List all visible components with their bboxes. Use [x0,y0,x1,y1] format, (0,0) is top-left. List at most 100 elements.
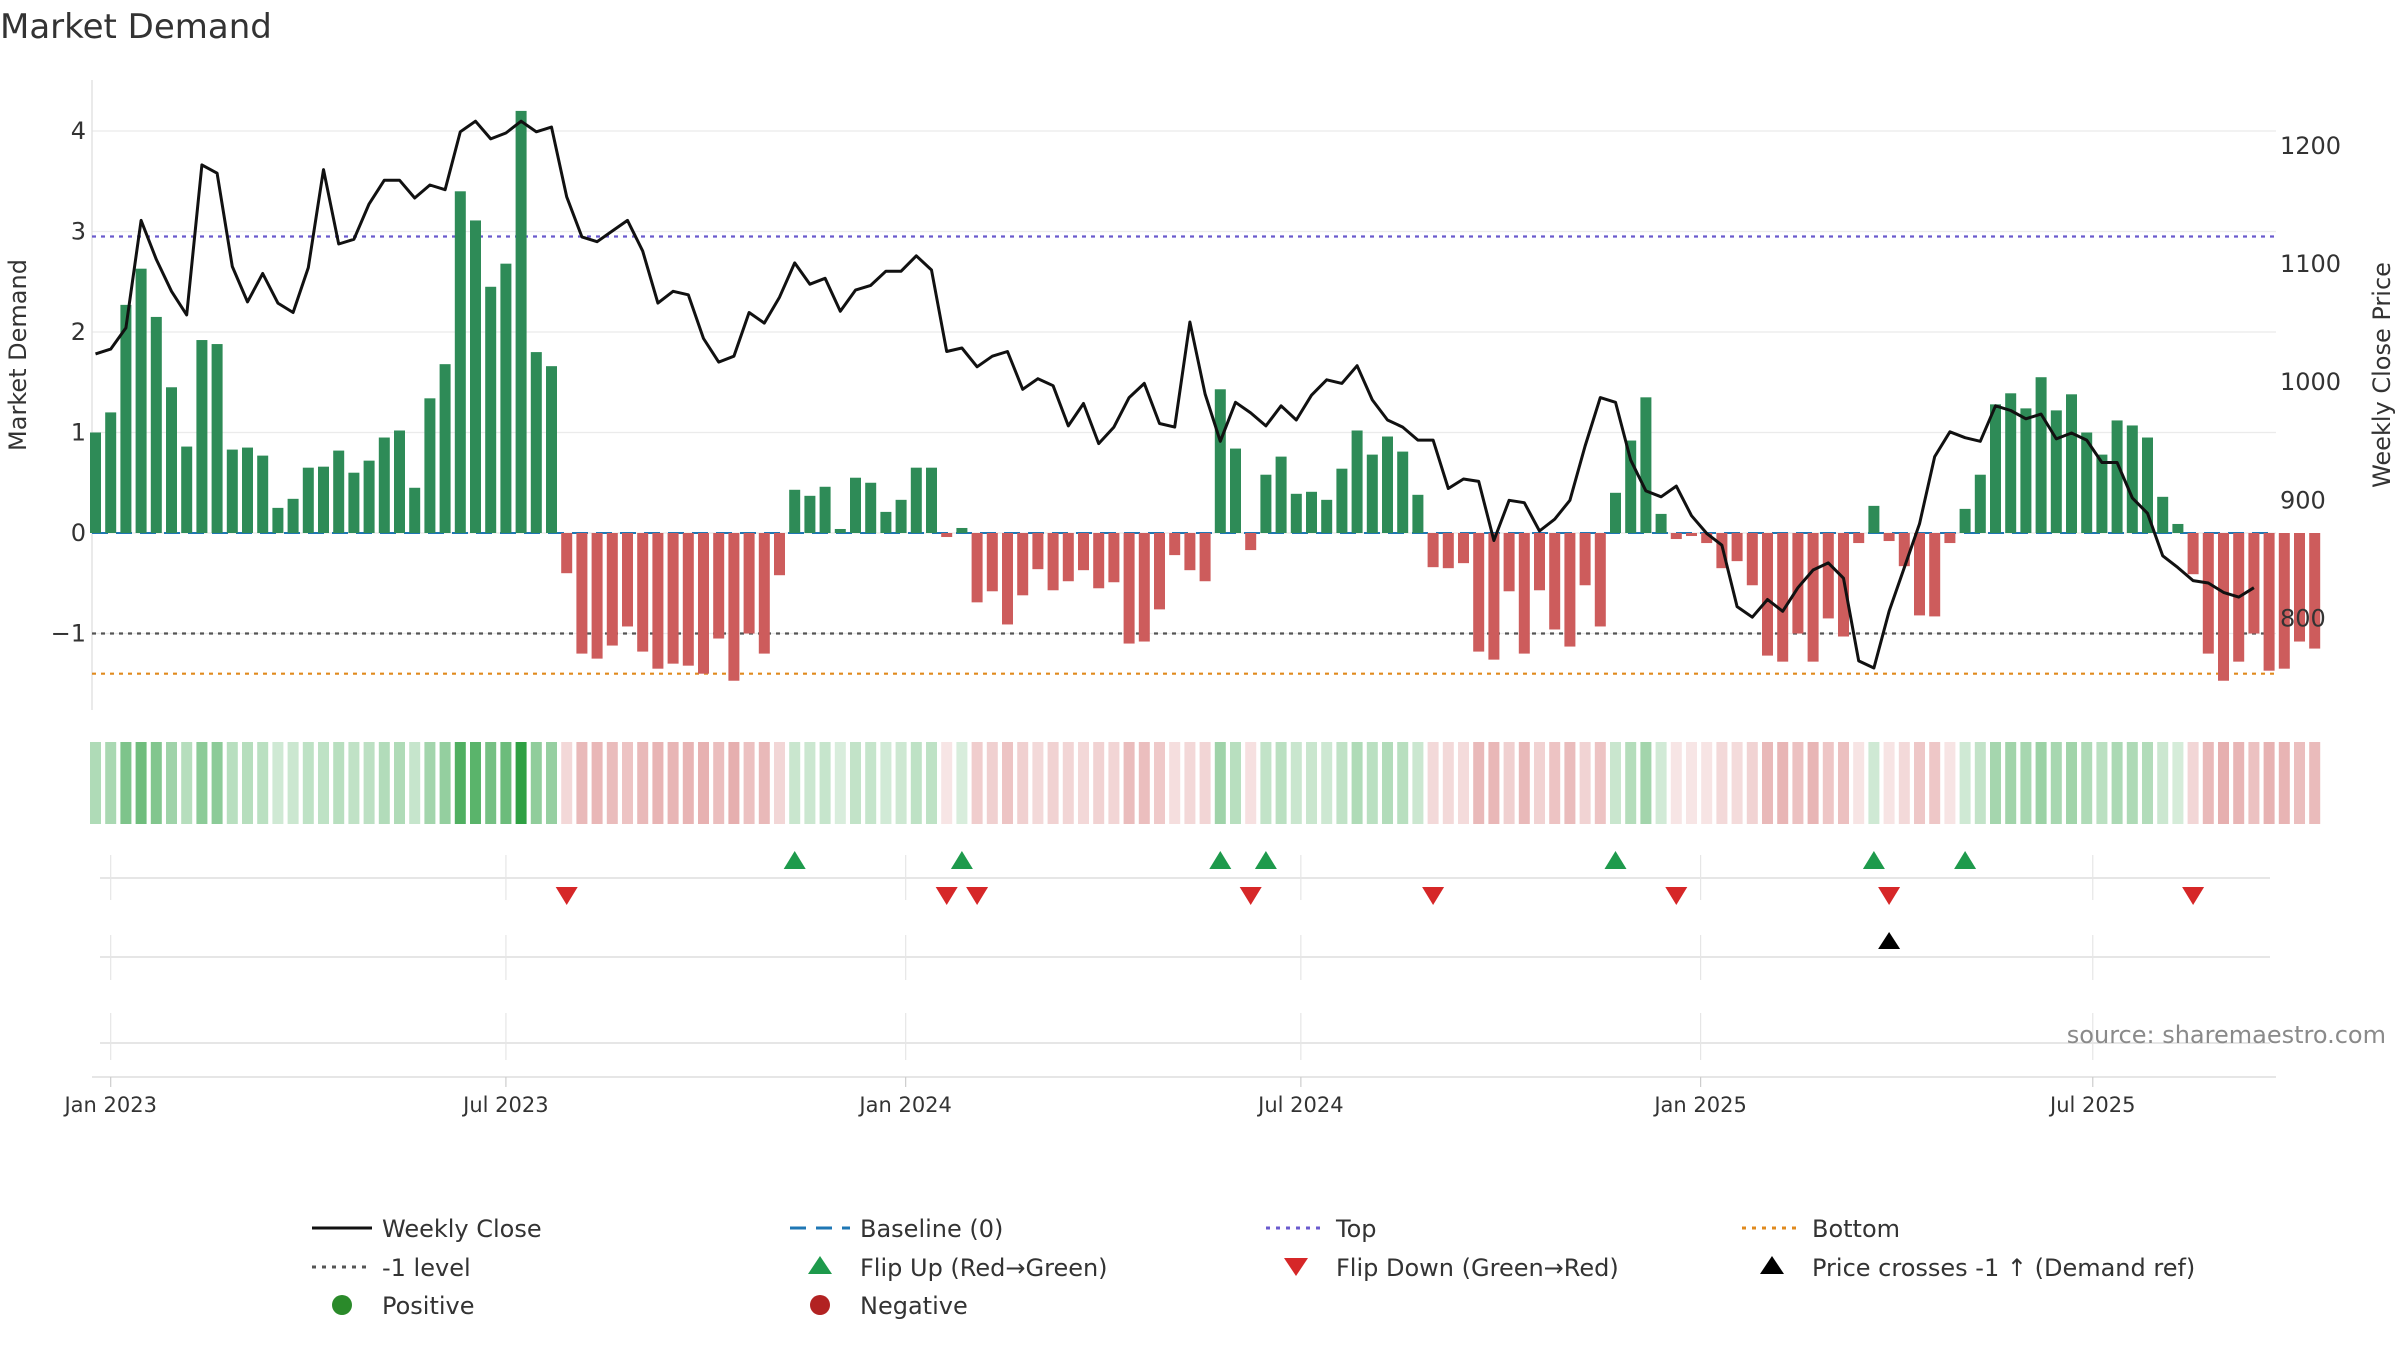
demand-bar [1062,533,1074,582]
demand-bar [2172,523,2184,533]
heat-cell [1093,742,1105,824]
heat-cell [713,742,725,824]
demand-bar [1123,533,1135,644]
heat-cell [971,742,983,824]
heat-cell [1959,742,1971,824]
flip-down-marker [966,887,989,905]
flip-down-marker [935,887,958,905]
demand-bar [622,533,633,627]
heat-cell [1944,742,1956,824]
heat-cell [682,742,694,824]
y-tick-label: 3 [71,218,86,246]
demand-bar [470,220,481,533]
demand-bar [2005,393,2017,533]
heat-cell [196,742,208,824]
heat-cell [2081,742,2093,824]
heat-cell [2096,742,2108,824]
heat-cell [728,742,740,824]
heat-cell [637,742,649,824]
heat-cell [698,742,709,824]
heat-cell [181,742,193,824]
legend-positive: Positive [382,1292,475,1320]
heat-cell [1427,742,1439,824]
heat-cell [530,742,542,824]
heat-cell [272,742,284,824]
demand-bar [150,316,162,533]
x-tick-label: Jul 2024 [1256,1093,1343,1117]
demand-bar [1534,533,1545,591]
heat-cell [1898,742,1910,824]
legend-flip-up: Flip Up (Red→Green) [860,1254,1108,1282]
heat-cell [789,742,801,824]
heat-cell [926,742,937,824]
heat-cell [1382,742,1393,824]
signal-panels [92,851,2276,1078]
heat-cell [1290,742,1302,824]
flip-up-marker [783,851,806,869]
demand-bar [1382,436,1393,533]
heat-cell [1473,742,1485,824]
demand-bar [242,447,253,533]
demand-bar [880,511,892,533]
heat-cell [1275,742,1287,824]
demand-bar [1138,533,1150,642]
demand-bar [956,527,968,533]
x-tick-label: Jul 2023 [461,1093,548,1117]
demand-bar [1199,533,1211,582]
demand-bar [850,477,861,533]
demand-bar [1488,533,1500,660]
legend-minus1: -1 level [382,1254,471,1282]
heat-cell [500,742,512,824]
flip-up-marker [1604,851,1627,869]
heat-cell [1686,742,1697,824]
demand-bar [606,533,618,646]
demand-bar [1610,492,1621,533]
flip-down-marker [1239,887,1262,905]
demand-bar [1078,533,1089,571]
demand-bar [1260,474,1272,533]
heat-cell [1914,742,1925,824]
demand-bar [1777,533,1789,662]
demand-bar [2035,377,2047,533]
demand-bar [1579,533,1591,586]
heat-cell [880,742,892,824]
heat-cell [865,742,877,824]
demand-bar [1366,454,1378,533]
demand-bar [1427,533,1439,568]
y-axis-label-right: Weekly Close Price [2368,262,2396,488]
price-series [95,119,2255,670]
demand-bar [986,533,998,592]
demand-bar [1762,533,1773,656]
demand-bar [181,446,193,533]
heat-cell [1534,742,1545,824]
heat-cell [2233,742,2245,824]
demand-bar [1154,533,1165,610]
heat-cell [2294,742,2305,824]
heat-cell [302,742,314,824]
demand-bar [1275,456,1287,533]
demand-bar [2202,533,2214,654]
demand-bar [1518,533,1530,654]
heat-cell [378,742,390,824]
heat-cell [2202,742,2214,824]
demand-bar [485,286,497,533]
heat-cell [454,742,466,824]
reference-lines [92,235,2276,675]
x-tick-label: Jan 2024 [857,1093,952,1117]
demand-bar [1549,533,1561,630]
heat-cell [1017,742,1029,824]
heat-cell [2142,742,2153,824]
heat-cell [211,742,223,824]
heat-cell [1625,742,1637,824]
heat-cell [2309,742,2321,824]
demand-bar [1002,533,1013,625]
heat-cell [1579,742,1591,824]
demand-bar [728,533,740,681]
heat-cell [1868,742,1880,824]
heat-cell [667,742,679,824]
legend-swatch-flip-up [808,1256,832,1274]
heat-cell [1412,742,1424,824]
demand-bar [1914,533,1925,616]
heat-cell [1002,742,1013,824]
demand-bar [439,364,451,533]
